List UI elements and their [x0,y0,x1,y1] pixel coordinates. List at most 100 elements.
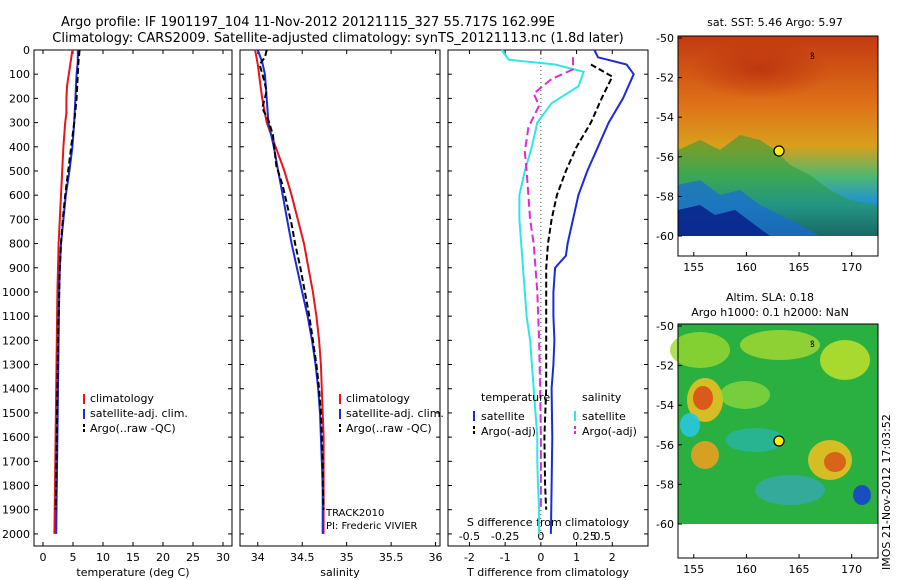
plot-frame [239,49,441,547]
sla-blob [693,386,713,410]
y-tick-label: 1300 [2,359,30,372]
legend-label: Argo(..raw -QC) [90,422,176,435]
legend-label: satellite-adj. clim. [90,407,188,420]
map-x-tick-label: 155 [683,261,704,274]
sla-map-frame [677,323,879,559]
y-tick-label: 800 [9,238,30,251]
x-tick-label: 1 [573,551,580,564]
y-tick-label: 300 [9,117,30,130]
series-line-argo-raw-qc- [258,49,325,510]
map-y-tick-label: -52 [656,72,674,85]
sla-nodata-strip [678,524,878,558]
series-line-argo-adj- [523,57,574,510]
x-axis-label: T difference from climatology [466,566,629,579]
sla-blob [755,475,825,505]
track-annotation: TRACK2010 [325,508,384,519]
x-tick-label: -1 [500,551,511,564]
x-tick-label: 0 [40,551,47,564]
s-tick-label: 0 [537,530,544,543]
series-line-climatology [53,49,74,534]
x-tick-label: 25 [186,551,200,564]
sla-map-title1: Altim. SLA: 0.18 [726,291,814,304]
y-tick-label: 1200 [2,334,30,347]
x-tick-label: 2 [609,551,616,564]
sla-blob [824,452,846,472]
sla-blob [670,332,730,368]
legend-title-salinity: salinity [582,391,622,404]
x-tick-label: 15 [126,551,140,564]
map-y-tick-label: -58 [656,478,674,491]
figure-title-line2: Climatology: CARS2009. Satellite-adjuste… [52,31,624,46]
s-tick-label: -0.5 [459,530,480,543]
map-x-tick-label: 160 [736,261,757,274]
map-x-tick-label: 170 [841,261,862,274]
x-tick-label: 10 [96,551,110,564]
sla-island-mark: ꝸ [810,340,815,350]
map-y-tick-label: -50 [656,32,674,45]
map-y-tick-label: -60 [656,518,674,531]
x-tick-label: 35 [340,551,354,564]
sla-blob [691,441,719,469]
y-tick-label: 500 [9,165,30,178]
temperature-plot: 0 5 10 15 20 25 300100200300400500600700800900… [2,44,233,579]
legend-label: Argo(-adj) [481,425,536,438]
series-line-argo-adj- [543,63,614,510]
sla-map-title2: Argo h1000: 0.1 h2000: NaN [691,306,849,319]
y-tick-label: 100 [9,68,30,81]
s-tick-label: 0.25 [572,530,597,543]
sla-blob [853,485,871,505]
map-y-tick-label: -56 [656,439,674,452]
legend-label: satellite [481,410,525,423]
sst-profile-marker [773,145,785,157]
difference-plot: -2 -1 0 1 2 T difference from climatology -0.5… [447,49,649,579]
x-tick-label: -2 [464,551,475,564]
map-y-tick-label: -52 [656,360,674,373]
x-tick-label: 35.5 [379,551,404,564]
sla-blob [740,330,820,360]
y-tick-label: 1000 [2,286,30,299]
legend-label: satellite-adj. clim. [346,407,444,420]
figure-title-line1: Argo profile: IF 1901197_104 11-Nov-2012… [61,15,555,30]
y-tick-label: 1700 [2,455,30,468]
y-tick-label: 0 [23,44,30,57]
x-tick-label: 36 [429,551,443,564]
map-y-tick-label: -54 [656,399,674,412]
x-tick-label: 5 [70,551,77,564]
series-line-satellite [549,49,635,534]
legend-title-temperature: temperature [481,391,550,404]
sla-blob [820,340,870,380]
map-x-tick-label: 165 [789,261,810,274]
legend-label: satellite [582,410,626,423]
sst-nodata-strip [678,236,878,256]
legend-label: Argo(..raw -QC) [346,422,432,435]
sst-map-axes: 155 160 165 170 -50 -52 -54 -56 -58 -60 [656,32,862,274]
series-line-satellite [500,49,586,534]
x-tick-label: 0 [537,551,544,564]
map-y-tick-label: -56 [656,151,674,164]
map-x-tick-label: 165 [789,563,810,576]
y-tick-label: 2000 [2,528,30,541]
map-y-tick-label: -60 [656,230,674,243]
x-axis-label: temperature (deg C) [76,566,189,579]
legend-label: climatology [90,392,154,405]
legend-label: climatology [346,392,410,405]
sst-map: sat. SST: 5.46 Argo: 5.97 ꝸ 155 160 165 170… [656,16,879,274]
series-line-argo-raw-qc- [54,49,81,510]
imos-footer: IMOS 21-Nov-2012 17:03:52 [880,414,893,570]
sla-blob [680,413,700,437]
y-tick-label: 900 [9,262,30,275]
sst-coldest-water [678,205,770,236]
sst-warm-patch [690,40,830,100]
sla-map-axes: 155 160 165 170 -50 -52 -54 -56 -58 -60 [656,320,862,576]
map-x-tick-label: 155 [683,563,704,576]
x-tick-label: 34.5 [290,551,315,564]
s-tick-label: -0.25 [491,530,519,543]
map-y-tick-label: -58 [656,190,674,203]
pi-annotation: PI: Frederic VIVIER [326,521,418,532]
y-tick-label: 1400 [2,383,30,396]
s-axis-label: S difference from climatology [467,516,630,529]
y-tick-label: 1500 [2,407,30,420]
y-tick-label: 400 [9,141,30,154]
